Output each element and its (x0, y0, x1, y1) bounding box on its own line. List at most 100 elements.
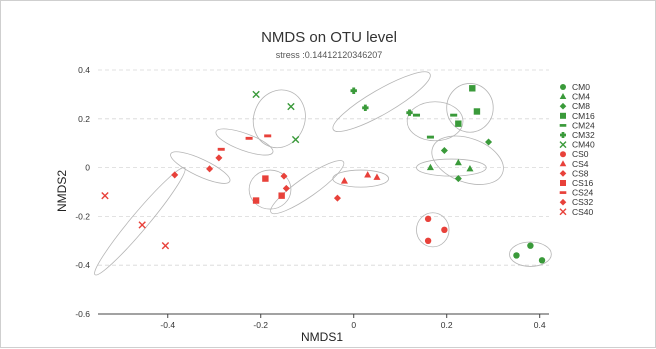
chart-subtitle: stress :0.14412120346207 (276, 50, 383, 60)
x-tick-label: -0.2 (253, 320, 268, 330)
point-cm0 (513, 252, 520, 259)
legend-label-cm32: CM32 (572, 130, 595, 140)
point-cm16 (469, 85, 476, 92)
legend-marker-cm16 (560, 112, 566, 119)
legend-label-cs0: CS0 (572, 149, 589, 159)
point-cs32 (171, 171, 179, 179)
point-cs40 (138, 221, 146, 229)
legend-label-cs8: CS8 (572, 168, 589, 178)
legend-label-cm24: CM24 (572, 120, 595, 130)
legend-marker-cs8 (559, 170, 567, 177)
point-cm40 (252, 90, 260, 99)
y-tick-label: 0 (85, 163, 90, 173)
point-cm32 (406, 109, 413, 116)
y-tick-label: -0.2 (75, 211, 90, 221)
legend-label-cm16: CM16 (572, 111, 595, 121)
ellipse-cs8 (270, 160, 345, 215)
point-cs0 (424, 215, 432, 223)
legend-marker-cm8 (559, 102, 567, 110)
ellipse-cs40 (94, 167, 186, 276)
point-cs8 (333, 194, 341, 202)
legend-label-cm40: CM40 (572, 140, 595, 150)
ellipse-cs32 (170, 151, 231, 184)
y-tick-label: 0.4 (78, 65, 90, 75)
ellipse-cs4 (332, 169, 389, 188)
point-cm4 (466, 164, 474, 172)
x-axis-label: NMDS1 (301, 330, 343, 344)
point-cs32 (215, 154, 223, 162)
chart-title: NMDS on OTU level (261, 29, 397, 46)
legend-marker-cs0 (560, 151, 566, 158)
point-cs24 (245, 136, 253, 140)
point-cs40 (101, 191, 109, 200)
legend-marker-cm4 (559, 93, 567, 99)
legend-label-cm4: CM4 (572, 92, 590, 102)
legend-label-cs4: CS4 (572, 159, 589, 169)
ellipse-cs0 (416, 212, 450, 248)
legend-marker-cs16 (560, 180, 566, 186)
x-tick-label: 0.4 (534, 320, 546, 330)
ellipse-cm24 (406, 101, 464, 142)
point-cs4 (373, 173, 381, 180)
ellipse-cm32 (332, 71, 431, 132)
x-tick-label: 0.2 (441, 320, 453, 330)
ellipse-cm16 (446, 83, 494, 133)
point-cm16 (473, 108, 481, 115)
legend-marker-cm40 (559, 141, 567, 149)
point-cs8 (280, 172, 288, 180)
y-tick-label: 0.2 (78, 114, 90, 124)
point-cm24 (426, 135, 434, 139)
legend-marker-cs40 (559, 208, 567, 216)
point-cm0 (538, 257, 546, 264)
legend-marker-cs4 (559, 160, 567, 167)
point-cm8 (485, 138, 493, 146)
legend-label-cm0: CM0 (572, 82, 590, 92)
axes: -0.6 -0.4 -0.2 0 0.2 0.4 -0.4 -0.2 0 0.2 0.4 (75, 65, 549, 330)
point-cs4 (364, 171, 372, 178)
legend-marker-cs24 (559, 191, 567, 194)
x-tick-label: 0 (351, 320, 356, 330)
point-cs8 (282, 184, 290, 192)
point-cs24 (217, 147, 225, 151)
legend-label-cs40: CS40 (572, 207, 594, 217)
point-cs4 (340, 177, 348, 184)
point-cm32 (350, 87, 357, 94)
grid (98, 69, 549, 266)
point-cs32 (206, 165, 214, 173)
ellipse-cm40 (252, 89, 306, 149)
legend-marker-cm24 (559, 124, 567, 127)
point-cm24 (450, 113, 458, 117)
legend-marker-cm32 (560, 132, 566, 138)
point-cm8 (454, 175, 462, 183)
legend: CM0CM4CM8CM16CM24CM32CM40CS0CS4CS8CS16CS… (559, 82, 595, 217)
point-cs16 (278, 192, 285, 199)
legend-marker-cm0 (560, 84, 566, 90)
point-cm0 (527, 242, 534, 249)
point-cs40 (161, 241, 170, 250)
x-tick-label: -0.4 (160, 320, 175, 330)
point-cm4 (454, 158, 462, 166)
point-cm32 (362, 104, 369, 112)
point-cm40 (291, 135, 300, 144)
y-tick-label: -0.6 (75, 309, 90, 319)
ellipse-cm8 (431, 135, 504, 185)
point-cs0 (424, 237, 432, 244)
ellipse-cm4 (416, 158, 487, 177)
point-cs16 (262, 175, 269, 182)
legend-label-cm8: CM8 (572, 101, 590, 111)
point-cs0 (441, 226, 448, 234)
point-cm24 (412, 113, 421, 117)
legend-label-cs32: CS32 (572, 197, 594, 207)
legend-label-cs24: CS24 (572, 188, 594, 198)
point-cs16 (252, 197, 260, 204)
legend-label-cs16: CS16 (572, 178, 594, 188)
ellipse-cm0 (509, 241, 552, 267)
ellipse-cs24 (215, 128, 274, 156)
point-cm4 (426, 163, 434, 171)
legend-marker-cs32 (559, 198, 567, 206)
confidence-ellipses (94, 71, 552, 276)
y-axis-label: NMDS2 (55, 170, 69, 212)
point-cs24 (264, 134, 272, 138)
